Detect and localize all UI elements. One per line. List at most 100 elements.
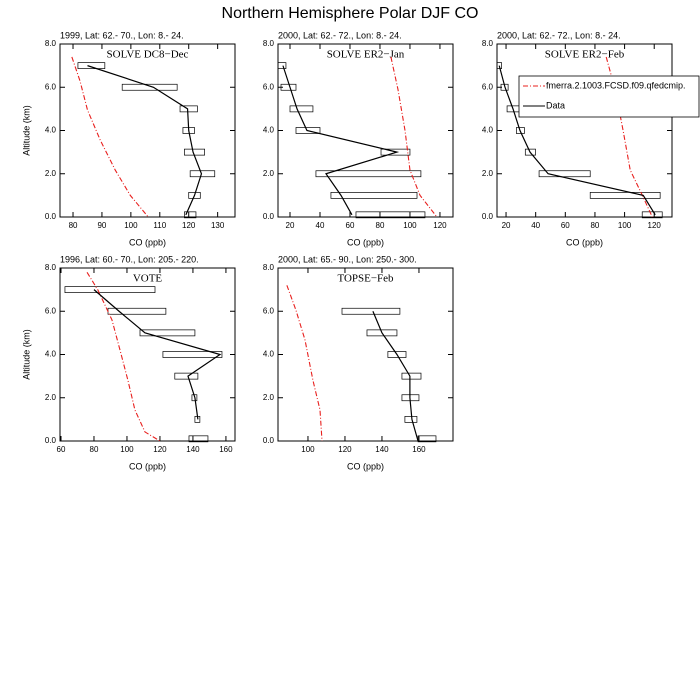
x-tick-label: 140: [186, 445, 200, 454]
range-box: [289, 105, 314, 113]
range-box: [589, 192, 661, 199]
range-box: [516, 127, 525, 134]
y-tick-label: 6.0: [45, 82, 57, 91]
panel-subtitle: 2000, Lat: 65.- 90., Lon: 250.- 300.: [278, 254, 417, 264]
y-tick-label: 4.0: [45, 126, 57, 135]
x-tick-label: 60: [57, 445, 66, 454]
range-box: [189, 170, 216, 178]
panel: 2000, Lat: 62.- 72., Lon: 8.- 24. SOLVE E…: [263, 30, 454, 247]
y-axis-label: Altitude (km): [21, 329, 31, 380]
x-tick-label: 130: [211, 221, 225, 230]
panel-subtitle: 2000, Lat: 62.- 72., Lon: 8.- 24.: [497, 30, 621, 40]
legend-box: [518, 75, 700, 118]
y-tick-label: 6.0: [263, 306, 275, 315]
y-tick-label: 4.0: [45, 350, 57, 359]
y-tick-label: 2.0: [263, 393, 275, 402]
x-tick-label: 40: [316, 221, 325, 230]
y-tick-label: 4.0: [263, 126, 275, 135]
plot-frame: [277, 267, 454, 442]
x-tick-label: 40: [531, 221, 540, 230]
y-tick-label: 8.0: [263, 263, 275, 272]
y-tick-label: 4.0: [263, 350, 275, 359]
panel-label: SOLVE ER2−Jan: [327, 49, 405, 61]
figure-title: Northern Hemisphere Polar DJF CO: [222, 5, 479, 22]
panel: 1999, Lat: 62.- 70., Lon: 8.- 24. SOLVE D…: [21, 30, 236, 247]
range-box: [341, 307, 401, 315]
x-tick-label: 160: [219, 445, 233, 454]
range-box: [641, 211, 663, 219]
plot-frame: [496, 43, 673, 218]
range-box: [188, 435, 209, 443]
y-tick-label: 0.0: [482, 212, 494, 221]
y-tick-label: 2.0: [263, 169, 275, 178]
x-tick-label: 100: [124, 221, 138, 230]
plot-frame: [59, 267, 236, 442]
x-tick-label: 100: [403, 221, 417, 230]
panel-subtitle: 1999, Lat: 62.- 70., Lon: 8.- 24.: [60, 30, 184, 40]
x-tick-label: 20: [502, 221, 511, 230]
range-box: [404, 416, 418, 423]
model-line: [286, 285, 323, 442]
x-axis-label: CO (ppb): [566, 237, 603, 247]
range-box: [280, 83, 297, 91]
model-line: [390, 56, 438, 218]
y-tick-label: 6.0: [482, 82, 494, 91]
range-box: [295, 127, 321, 134]
x-tick-label: 100: [618, 221, 632, 230]
range-box: [188, 192, 201, 199]
plot-frame: [59, 43, 236, 218]
range-box: [162, 351, 223, 358]
range-box: [497, 62, 502, 69]
range-box: [315, 170, 422, 178]
x-tick-label: 100: [120, 445, 134, 454]
range-box: [380, 148, 411, 156]
model-line: [605, 56, 653, 218]
x-axis-label: CO (ppb): [347, 461, 384, 471]
x-tick-label: 140: [375, 445, 389, 454]
x-tick-label: 90: [97, 221, 106, 230]
x-axis-label: CO (ppb): [347, 237, 384, 247]
y-tick-label: 2.0: [482, 169, 494, 178]
model-line: [71, 56, 149, 218]
x-tick-label: 120: [338, 445, 352, 454]
x-axis-label: CO (ppb): [129, 461, 166, 471]
panel-label: SOLVE DC8−Dec: [107, 49, 189, 61]
range-box: [77, 62, 106, 69]
x-tick-label: 20: [286, 221, 295, 230]
panel: 2000, Lat: 65.- 90., Lon: 250.- 300. TOPS…: [263, 254, 454, 471]
x-tick-label: 120: [648, 221, 662, 230]
x-tick-label: 110: [153, 221, 166, 230]
y-tick-label: 0.0: [263, 212, 275, 221]
x-tick-label: 120: [433, 221, 447, 230]
y-tick-label: 2.0: [45, 169, 57, 178]
model-line: [86, 272, 161, 442]
range-box: [355, 211, 426, 219]
x-tick-label: 80: [90, 445, 99, 454]
range-box: [121, 83, 178, 91]
x-tick-label: 120: [153, 445, 167, 454]
panel: 2000, Lat: 62.- 72., Lon: 8.- 24. SOLVE E…: [482, 30, 700, 247]
data-line: [87, 65, 203, 216]
legend-label: Data: [546, 100, 565, 110]
y-tick-label: 8.0: [263, 39, 275, 48]
x-tick-label: 60: [346, 221, 355, 230]
x-tick-label: 60: [561, 221, 570, 230]
data-line: [498, 65, 656, 216]
x-tick-label: 160: [412, 445, 426, 454]
legend-label: fmerra.2.1003.FCSD.f09.qfedcmip.: [546, 80, 686, 90]
data-line: [282, 65, 400, 216]
range-box: [524, 148, 536, 156]
range-box: [174, 372, 199, 380]
range-box: [64, 286, 156, 293]
y-tick-label: 4.0: [482, 126, 494, 135]
range-box: [538, 170, 591, 178]
range-box: [387, 351, 407, 358]
x-tick-label: 80: [590, 221, 599, 230]
y-tick-label: 2.0: [45, 393, 57, 402]
range-box: [330, 192, 418, 199]
y-tick-label: 8.0: [45, 263, 57, 272]
panel-label: SOLVE ER2−Feb: [545, 49, 625, 61]
y-tick-label: 6.0: [45, 306, 57, 315]
panel-subtitle: 2000, Lat: 62.- 72., Lon: 8.- 24.: [278, 30, 402, 40]
y-tick-label: 0.0: [45, 212, 57, 221]
